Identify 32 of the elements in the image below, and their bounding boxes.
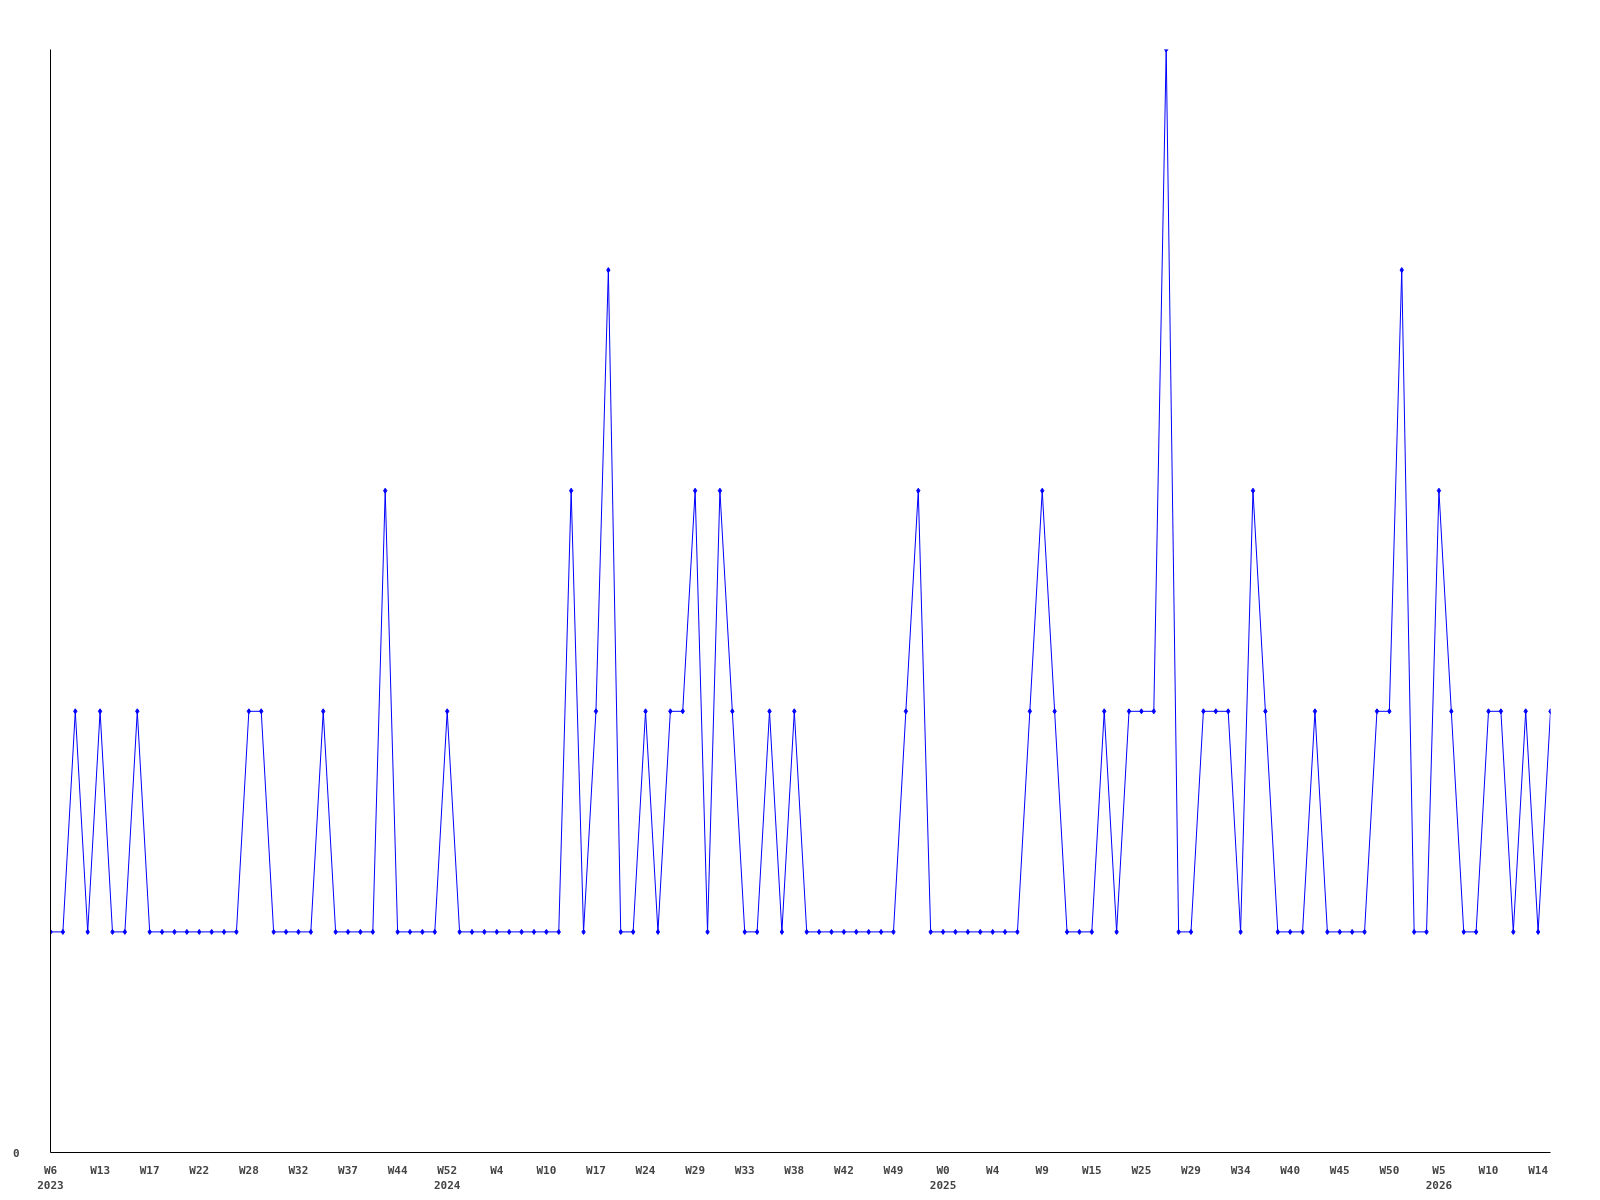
x-tick-label: W6 2023 — [37, 1163, 64, 1193]
x-tick-label: W38 — [784, 1163, 805, 1177]
x-tick-label: W49 — [883, 1163, 904, 1177]
x-tick-label: W40 — [1280, 1163, 1301, 1177]
x-tick-label: W24 — [635, 1163, 656, 1177]
x-tick-label: W17 — [586, 1163, 606, 1177]
x-tick-label: W10 — [1478, 1163, 1499, 1177]
x-tick-label: W33 — [734, 1163, 755, 1177]
x-tick-label: W29 — [1181, 1163, 1201, 1177]
x-tick-label: W29 — [685, 1163, 706, 1177]
x-tick-label: W5 2026 — [1425, 1163, 1453, 1193]
x-tick-label: W28 — [238, 1163, 259, 1177]
x-tick-label: W25 — [1131, 1163, 1152, 1177]
x-tick-label: W9 — [1035, 1163, 1049, 1177]
x-tick-label: W45 — [1329, 1163, 1350, 1177]
x-tick-label: W50 — [1379, 1163, 1400, 1177]
x-tick-label: W0 2025 — [929, 1163, 957, 1193]
x-tick-label: W52 2024 — [433, 1163, 461, 1193]
x-tick-label: W4 — [986, 1163, 1000, 1177]
x-tick-label: W14 — [1528, 1163, 1549, 1177]
x-tick-label: W32 — [288, 1163, 309, 1177]
x-tick-label: W17 — [139, 1163, 160, 1177]
x-tick-label: W37 — [338, 1163, 358, 1177]
text: 0 — [12, 1146, 20, 1160]
x-tick-label: W42 — [833, 1163, 854, 1177]
x-tick-label: W34 — [1230, 1163, 1251, 1177]
x-tick-label: W15 — [1081, 1163, 1102, 1177]
x-tick-label: W13 — [90, 1163, 111, 1177]
x-tick-label: W44 — [387, 1163, 408, 1177]
x-tick-label: W22 — [189, 1163, 210, 1177]
x-tick-label: W4 — [490, 1163, 504, 1177]
x-tick-label: W10 — [536, 1163, 557, 1177]
